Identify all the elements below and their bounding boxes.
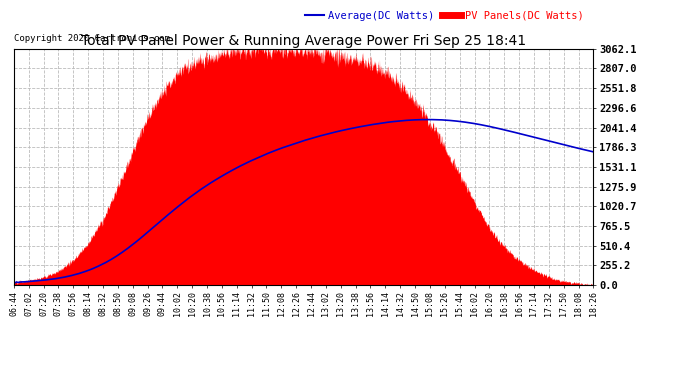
Text: Copyright 2020 Cartronics.com: Copyright 2020 Cartronics.com <box>14 34 170 43</box>
Title: Total PV Panel Power & Running Average Power Fri Sep 25 18:41: Total PV Panel Power & Running Average P… <box>81 34 526 48</box>
Legend: Average(DC Watts), PV Panels(DC Watts): Average(DC Watts), PV Panels(DC Watts) <box>301 7 588 25</box>
